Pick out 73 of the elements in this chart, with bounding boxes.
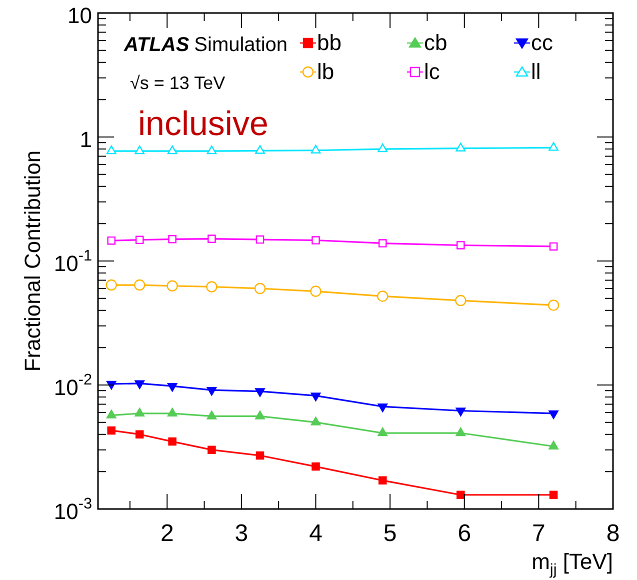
annotation: Simulation bbox=[194, 34, 288, 56]
y-axis-title: Fractional Contribution bbox=[20, 150, 45, 372]
legend-label: bb bbox=[317, 30, 342, 56]
point bbox=[310, 144, 321, 154]
point bbox=[549, 242, 558, 251]
point bbox=[256, 235, 264, 244]
point bbox=[310, 286, 322, 297]
point bbox=[135, 236, 144, 244]
x-tick-label: 5 bbox=[383, 520, 397, 547]
legend-label: lc bbox=[424, 59, 440, 84]
point bbox=[312, 236, 320, 244]
point bbox=[378, 143, 388, 152]
annotation: √s = 13 TeV bbox=[130, 73, 226, 93]
point bbox=[167, 145, 178, 154]
point bbox=[206, 281, 218, 292]
point bbox=[106, 145, 116, 154]
point bbox=[255, 145, 265, 154]
point bbox=[378, 427, 388, 436]
annotation: ATLAS bbox=[123, 34, 190, 56]
point bbox=[255, 410, 265, 420]
point bbox=[134, 145, 145, 154]
point bbox=[456, 427, 466, 436]
point bbox=[134, 279, 146, 291]
point bbox=[208, 446, 216, 454]
x-tick-label: 6 bbox=[458, 520, 472, 547]
point bbox=[548, 410, 558, 420]
point bbox=[456, 408, 466, 416]
point bbox=[377, 290, 388, 302]
point bbox=[134, 408, 145, 417]
point bbox=[107, 236, 116, 245]
point bbox=[456, 142, 466, 152]
point bbox=[106, 410, 116, 418]
legend-label: cb bbox=[424, 30, 448, 56]
point bbox=[456, 490, 465, 500]
x-tick-label: 8 bbox=[606, 520, 620, 547]
x-tick-label: 3 bbox=[234, 520, 248, 547]
point bbox=[135, 430, 144, 438]
point bbox=[206, 386, 217, 396]
point bbox=[106, 279, 117, 291]
point bbox=[455, 294, 466, 306]
annotation: inclusive bbox=[138, 105, 268, 143]
x-tick-label: 4 bbox=[309, 520, 322, 547]
point bbox=[549, 490, 558, 500]
legend-label: ll bbox=[531, 59, 541, 84]
point bbox=[310, 392, 321, 402]
y-tick-label: 1 bbox=[80, 127, 92, 152]
point bbox=[548, 142, 558, 151]
point bbox=[378, 403, 388, 412]
point bbox=[168, 235, 176, 244]
y-tick-label: 10 bbox=[68, 3, 92, 28]
legend-label: cc bbox=[531, 30, 553, 56]
point bbox=[206, 145, 217, 154]
point bbox=[167, 408, 178, 417]
point bbox=[255, 388, 265, 397]
point bbox=[168, 437, 176, 446]
point bbox=[134, 380, 145, 390]
point bbox=[378, 476, 387, 485]
point bbox=[456, 241, 465, 250]
point bbox=[166, 280, 178, 292]
point bbox=[254, 282, 266, 294]
point bbox=[548, 300, 560, 311]
point bbox=[167, 382, 178, 392]
point bbox=[107, 426, 116, 435]
point bbox=[206, 410, 217, 420]
point bbox=[256, 451, 264, 460]
x-tick-label: 2 bbox=[160, 520, 174, 547]
point bbox=[312, 462, 320, 471]
x-tick-label: 7 bbox=[532, 520, 546, 547]
point bbox=[548, 440, 558, 450]
legend-label: lb bbox=[317, 59, 334, 84]
point bbox=[208, 234, 216, 243]
point bbox=[378, 239, 387, 248]
point bbox=[310, 416, 321, 426]
